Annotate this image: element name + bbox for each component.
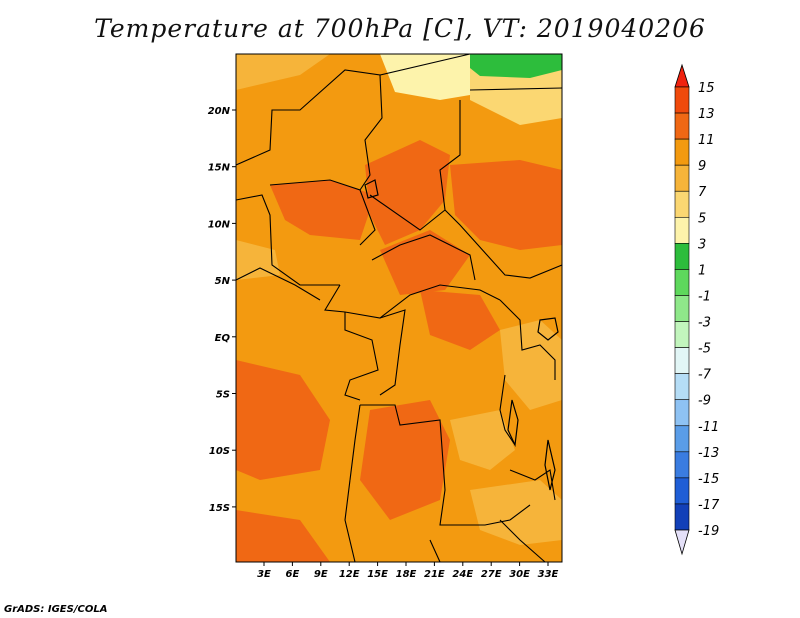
colorbar-label: -19 [698, 524, 719, 539]
colorbar-swatch [674, 373, 690, 401]
warm-field-southeast-a [450, 410, 515, 470]
hot-field-car [380, 230, 470, 295]
latitude-axis: 20N 15N 10N 5N EQ 5S 10S 15S [208, 106, 236, 514]
lat-tick-label: 15N [208, 163, 231, 174]
colorbar-label: 1 [698, 263, 706, 278]
green-field-northeast [470, 54, 562, 78]
hot-field-southwest [236, 510, 330, 562]
lon-tick-label: 27E [481, 569, 502, 580]
colorbar-label: 13 [698, 107, 715, 122]
colorbar-swatch [674, 477, 690, 505]
chart-title: Temperature at 700hPa [C], VT: 201904020… [94, 14, 706, 43]
lon-tick-label: 15E [367, 569, 388, 580]
field-northwest [236, 54, 330, 90]
warm-field-coast [236, 240, 280, 280]
lon-tick-label: 21E [424, 569, 445, 580]
lat-tick-label: 5S [216, 390, 230, 401]
colorbar-swatch [674, 295, 690, 322]
lat-tick-label: 10S [209, 446, 230, 457]
colorbar-swatch [674, 425, 690, 453]
colorbar-min-arrow [674, 529, 690, 556]
map-panel [235, 53, 563, 563]
lon-tick-label: 24E [452, 569, 473, 580]
colorbar-label: 11 [698, 133, 715, 148]
colorbar-swatch [674, 399, 690, 427]
colorbar-label: -5 [698, 342, 711, 357]
colorbar-swatch [674, 216, 690, 244]
colorbar-swatch [674, 86, 690, 114]
lat-tick-label: 20N [208, 106, 231, 117]
hot-field-nigeria [270, 180, 375, 240]
colorbar-label: -13 [698, 446, 719, 461]
lon-tick-label: 6E [286, 569, 300, 580]
colorbar-label: 5 [698, 211, 706, 226]
lon-tick-label: 12E [339, 569, 360, 580]
hot-field-angola [360, 400, 450, 520]
lon-tick-label: 33E [538, 569, 559, 580]
colorbar-swatch [674, 321, 690, 348]
colorbar-label: 3 [698, 237, 706, 252]
lat-tick-label: 10N [208, 219, 231, 230]
colorbar-swatch [674, 164, 690, 192]
warm-field-east [500, 320, 562, 410]
warm-field-southeast-b [470, 480, 562, 545]
lat-tick-label: 15S [209, 503, 230, 514]
hot-field-chad [365, 140, 450, 245]
colorbar-label: -9 [698, 394, 711, 409]
colorbar-label: -17 [698, 498, 720, 513]
colorbar-swatch [674, 138, 690, 166]
colorbar-label: -15 [698, 472, 719, 487]
colorbar-swatch [674, 503, 690, 531]
lon-tick-label: 3E [257, 569, 271, 580]
colorbar: 15 13 11 9 7 5 3 1 -1 -3 -5 -7 -9 -11 -13 -15 -17 -19 [674, 63, 720, 556]
hot-field-congo [420, 290, 500, 350]
colorbar-swatch [674, 269, 690, 296]
mild-field-north [380, 54, 470, 100]
lon-tick-label: 30E [509, 569, 530, 580]
colorbar-label: -1 [698, 289, 711, 304]
colorbar-label: -11 [698, 420, 719, 435]
lon-tick-label: 18E [396, 569, 417, 580]
colorbar-swatch [674, 243, 690, 270]
colorbar-label: -3 [698, 316, 711, 331]
map-frame [235, 53, 563, 563]
hot-field-atlantic [236, 360, 330, 480]
longitude-axis: 3E 6E 9E 12E 15E 18E 21E 24E 27E 30E 33E [257, 562, 559, 580]
grads-credit: GrADS: IGES/COLA [4, 604, 108, 615]
colorbar-swatch [674, 112, 690, 140]
lat-tick-label: EQ [215, 333, 231, 344]
colorbar-label: 9 [698, 159, 706, 174]
country-borders [235, 53, 563, 563]
colorbar-swatch [674, 190, 690, 218]
colorbar-swatch [674, 347, 690, 374]
colorbar-max-arrow [674, 63, 690, 88]
lat-tick-label: 5N [215, 276, 231, 287]
colorbar-label: 15 [698, 81, 715, 96]
hot-field-sudan [450, 160, 562, 250]
lon-tick-label: 9E [314, 569, 328, 580]
colorbar-swatch [674, 451, 690, 479]
colorbar-label: 7 [698, 185, 707, 200]
lakes [364, 179, 559, 491]
colorbar-label: -7 [698, 368, 712, 383]
